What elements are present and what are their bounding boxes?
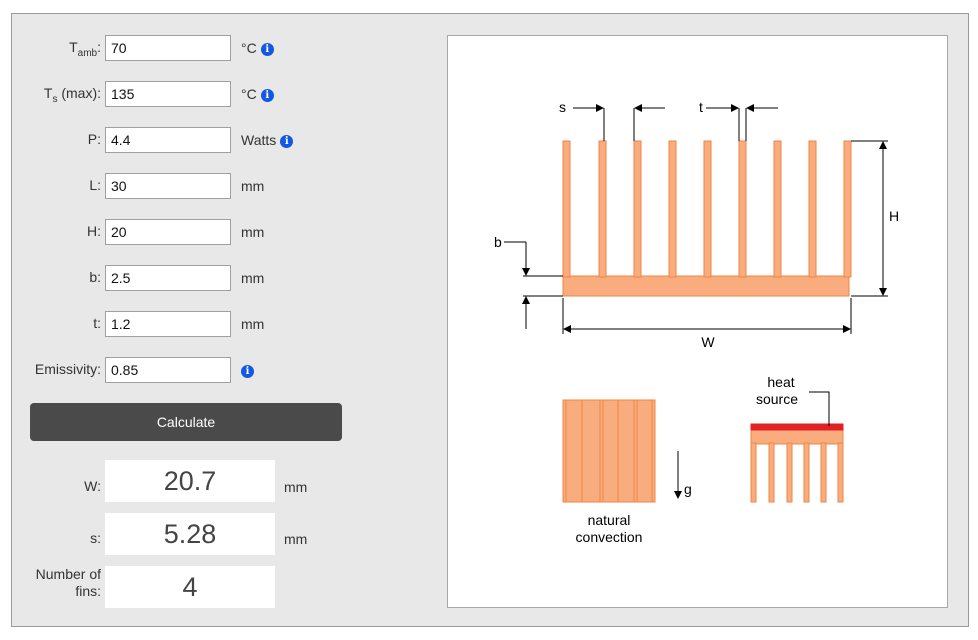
label-t: t [699, 99, 703, 115]
label-heat: heat [767, 374, 794, 390]
h-unit: mm [241, 224, 265, 240]
small-fin [750, 442, 757, 503]
b-input[interactable] [105, 265, 231, 291]
heatsink-fin [773, 140, 782, 278]
result-fins-value: 4 [105, 566, 275, 608]
small-fin [803, 442, 810, 503]
label-h: H [889, 208, 899, 224]
front-view-block [562, 399, 656, 503]
small-fin [837, 442, 844, 503]
dimension-h [851, 140, 888, 297]
heatsink-side-view [562, 140, 852, 297]
heatsink-fin [703, 140, 712, 278]
p-label: P: [87, 131, 101, 147]
ts-input[interactable] [105, 81, 231, 107]
b-label: b: [89, 269, 101, 285]
result-s-unit: mm [284, 531, 308, 547]
p-unit: Watts i [241, 132, 294, 148]
emissivity-label: Emissivity: [34, 361, 101, 377]
label-b: b [494, 234, 502, 250]
heatsink-fin [808, 140, 817, 278]
dimension-s [573, 104, 665, 141]
dimension-b [504, 241, 563, 329]
b-unit: mm [241, 270, 265, 286]
emissivity-unit: i [241, 362, 254, 378]
small-heatsink-base [750, 429, 844, 445]
label-source: source [756, 391, 798, 407]
result-w-label: W: [84, 478, 101, 494]
heatsink-fin [562, 140, 571, 278]
t-label: t: [93, 315, 101, 331]
h-input[interactable] [105, 219, 231, 245]
result-w-unit: mm [284, 479, 308, 495]
result-s-value: 5.28 [105, 513, 275, 555]
ts-unit: °C i [241, 86, 274, 102]
heat-source-view [750, 423, 844, 503]
p-input[interactable] [105, 127, 231, 153]
heatsink-base [562, 275, 850, 297]
l-input[interactable] [105, 173, 231, 199]
small-fin [786, 442, 793, 503]
emissivity-info-icon[interactable]: i [241, 365, 254, 378]
heatsink-fin [843, 140, 852, 278]
tamb-unit: °C i [241, 40, 274, 56]
l-unit: mm [241, 178, 265, 194]
tamb-info-icon[interactable]: i [260, 43, 274, 56]
label-g: g [684, 481, 692, 497]
label-convection: convection [576, 529, 643, 545]
h-label: H: [87, 223, 101, 239]
l-label: L: [89, 177, 101, 193]
p-info-icon[interactable]: i [280, 135, 294, 148]
t-unit: mm [241, 316, 265, 332]
small-fin [768, 442, 775, 503]
heatsink-fin [668, 140, 677, 278]
result-s-label: s: [90, 530, 101, 546]
result-fins-label: Number of fins: [35, 566, 101, 599]
label-natural: natural [588, 512, 631, 528]
ts-info-icon[interactable]: i [260, 89, 274, 102]
front-view [562, 399, 656, 503]
emissivity-input[interactable] [105, 357, 231, 383]
tamb-input[interactable] [105, 35, 231, 61]
heatsink-fin [633, 140, 642, 278]
label-w: W [701, 334, 715, 350]
heatsink-fin [598, 140, 607, 278]
tamb-label: Tamb: [69, 39, 101, 59]
label-s: s [559, 99, 566, 115]
result-w-value: 20.7 [105, 460, 275, 502]
heatsink-diagram: s t H [447, 35, 948, 608]
heat-source-bar [750, 423, 844, 431]
heat-source-leader [809, 391, 830, 426]
ts-label: Ts (max): [43, 85, 101, 105]
heatsink-diagram-svg: s t H [494, 99, 899, 545]
t-input[interactable] [105, 311, 231, 337]
dimension-t [706, 104, 778, 141]
small-fin [820, 442, 827, 503]
calculate-button[interactable]: Calculate [30, 403, 342, 441]
dimension-w [562, 298, 852, 334]
heatsink-fin [738, 140, 747, 278]
